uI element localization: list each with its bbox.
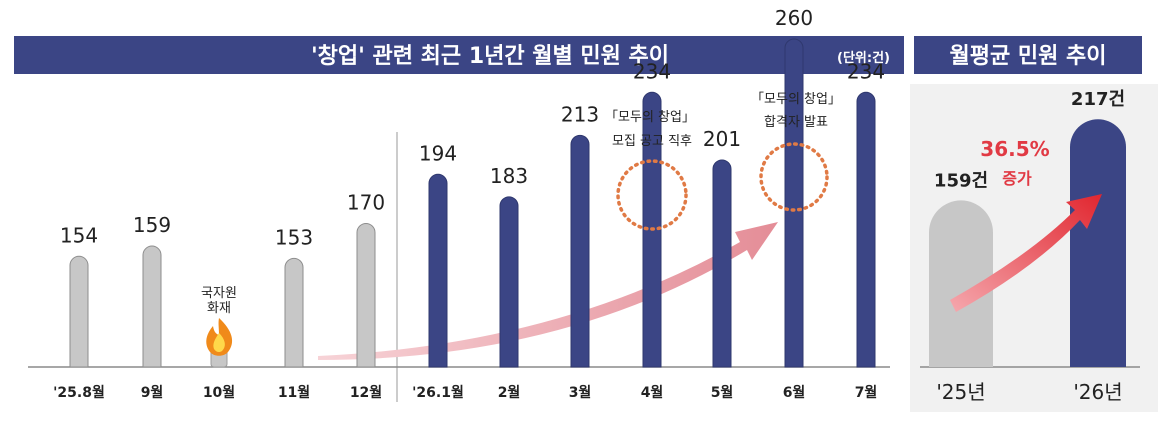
left-panel-title: '창업' 관련 최근 1년간 월별 민원 추이 [311,44,669,69]
bar-6 [499,196,519,368]
bar-1 [142,245,162,368]
value-label-6: 183 [490,164,528,188]
value-label-8: 234 [633,59,671,83]
avg-x-tick-1: '26년 [1073,380,1122,404]
x-tick-7: 3월 [569,384,592,401]
avg-bar-0 [929,200,993,367]
right-bars-group: 159건 '25년 217건 '26년 [929,89,1126,404]
x-tick-1: 9월 [141,384,164,401]
x-tick-10: 6월 [783,384,806,401]
trend-arrow-left [318,222,778,360]
value-label-9: 201 [703,127,741,151]
x-tick-3: 11월 [278,384,310,401]
unit-label: (단위:건) [837,50,890,66]
bar-10 [784,38,804,368]
avg-value-label-0: 159건 [934,170,988,191]
fire-icon-inner [213,333,225,353]
value-label-4: 170 [347,191,385,215]
increase-percent: 36.5% [980,137,1049,161]
left-banner [14,36,904,74]
bar-4 [356,223,376,368]
x-tick-2: 10월 [203,384,235,401]
recruit-label-line2: 모집 공고 직후 [612,134,692,149]
avg-value-label-1: 217건 [1071,89,1125,110]
bar-11 [856,91,876,368]
winners-label-line1: 「모두의 창업」 [751,92,841,107]
bar-3 [284,257,304,368]
x-tick-8: 4월 [641,384,664,401]
trend-arrow-right [950,194,1102,312]
value-label-5: 194 [419,141,457,165]
bar-9 [712,159,732,368]
x-tick-4: 12월 [350,384,382,401]
avg-bar-1 [1070,119,1126,367]
recruit-label-line1: 「모두의 창업」 [605,110,695,125]
increase-word: 증가 [1002,169,1032,188]
highlight-circle-jun [759,142,829,212]
value-label-1: 159 [133,213,171,237]
fire-label-line1: 국자원 [201,286,237,301]
winners-label-line2: 합격자 발표 [764,115,828,130]
x-tick-5: '26.1월 [412,384,464,401]
value-label-10: 260 [775,6,813,30]
value-label-11: 234 [847,59,885,83]
x-tick-6: 2월 [498,384,521,401]
x-tick-11: 7월 [855,384,878,401]
right-panel-title: 월평균 민원 추이 [950,44,1107,69]
value-label-0: 154 [60,223,98,247]
avg-x-tick-0: '25년 [936,380,985,404]
bar-7 [570,134,590,368]
bar-5 [428,173,448,368]
bar-0 [69,255,89,368]
right-banner [914,36,1142,74]
fire-annotation: 국자원 화재 [201,286,237,368]
x-tick-9: 5월 [711,384,734,401]
highlight-circle-apr [616,159,688,231]
x-tick-0: '25.8월 [53,384,105,401]
fire-label-line2: 화재 [207,301,231,316]
value-label-3: 153 [275,225,313,249]
value-label-7: 213 [561,102,599,126]
